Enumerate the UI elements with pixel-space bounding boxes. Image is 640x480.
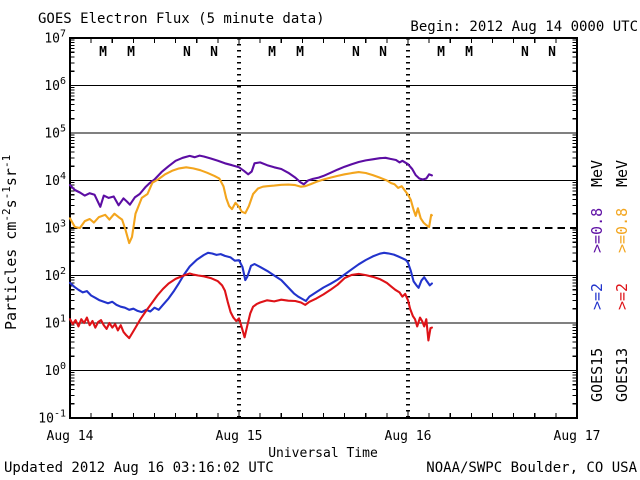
series-goes15-2-mev [68,251,433,314]
x-tick-label: Aug 14 [47,429,94,444]
y-tick-label: 106 [44,76,66,94]
y-tick-labels: 10-1 100 101 102 103 104 105 106 107 [38,29,66,427]
begin-label: Begin: 2012 Aug 14 0000 UTC [410,19,638,35]
satellite-midnight-marker: M [99,45,107,60]
satellite-noon-marker: N [183,45,191,60]
satellite-midnight-marker: M [296,45,304,60]
credit-label: NOAA/SWPC Boulder, CO USA [426,460,637,476]
gridlines [69,37,578,419]
y-tick-label: 105 [44,124,66,142]
satellite-noon-marker: N [521,45,529,60]
y-axis-title: Particles cm-2s-1sr-1 [0,155,20,330]
satellite-midnight-marker: M [465,45,473,60]
satellite-midnight-marker: M [268,45,276,60]
satellite-noon-marker: N [352,45,360,60]
legend: GOES15>=2>=0.8MeV GOES13>=2>=0.8MeV [588,160,631,402]
satellite-midnight-marker: M [437,45,445,60]
series-goes15-0.8-mev [68,154,433,208]
satellite-noon-marker: N [548,45,556,60]
y-tick-label: 10-1 [38,409,66,427]
legend-goes13: GOES13>=2>=0.8MeV [613,160,631,402]
satellite-noon-marker: N [379,45,387,60]
legend-goes15: GOES15>=2>=0.8MeV [588,160,606,402]
x-tick-label: Aug 16 [385,429,432,444]
y-tick-label: 107 [44,29,66,47]
series-goes13-2-mev [68,272,433,342]
series-goes13-0.8-mev [68,166,433,245]
y-tick-label: 102 [44,266,66,284]
x-axis-title: Universal Time [268,446,378,461]
y-tick-label: 101 [44,314,66,332]
satellite-midnight-marker: M [127,45,135,60]
y-tick-label: 103 [44,219,66,237]
y-tick-label: 100 [44,361,66,379]
x-tick-label: Aug 17 [554,429,601,444]
x-tick-label: Aug 15 [216,429,263,444]
updated-label: Updated 2012 Aug 16 03:16:02 UTC [4,460,274,476]
y-axis-title-text: Particles cm-2s-1sr-1 [0,155,20,330]
flux-series [68,154,433,342]
x-tick-labels: Aug 14 Aug 15 Aug 16 Aug 17 [47,429,601,444]
chart-title: GOES Electron Flux (5 minute data) [38,11,325,27]
satellite-noon-marker: N [210,45,218,60]
y-tick-label: 104 [44,171,66,189]
